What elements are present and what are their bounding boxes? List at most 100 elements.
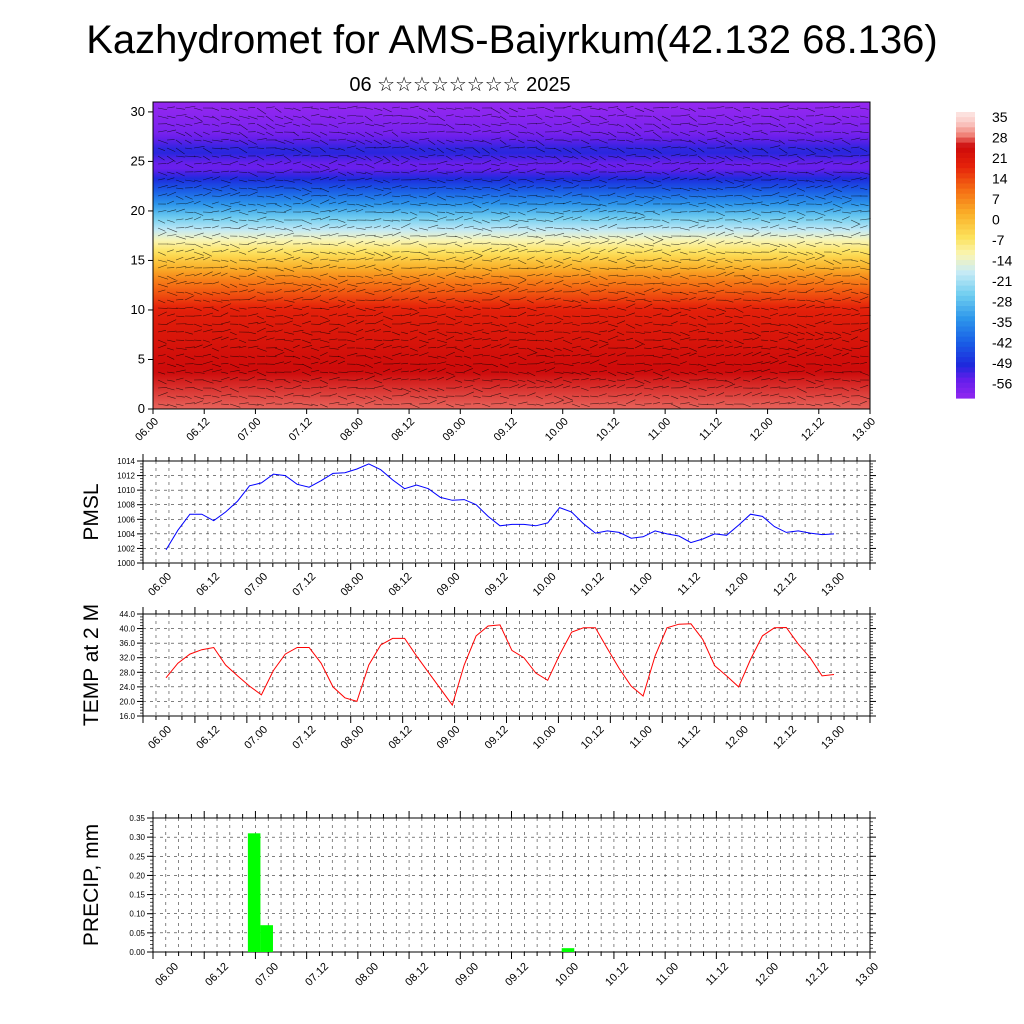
wind-barb [670, 194, 681, 197]
wind-barb [211, 155, 219, 158]
wind-barb [508, 371, 519, 376]
wind-barb [841, 266, 850, 269]
wind-barb [463, 315, 473, 319]
wind-barb [706, 371, 716, 374]
wind-barb [616, 178, 627, 181]
wind-barb [517, 231, 528, 237]
wind-barb [607, 176, 618, 181]
precip-bar [561, 948, 575, 952]
wind-barb [364, 107, 373, 110]
wind-barb [814, 368, 823, 373]
wind-barb [319, 379, 328, 384]
wind-barb [535, 235, 544, 240]
wind-barb [472, 139, 484, 143]
wind-barb [418, 299, 428, 305]
wind-barb [247, 219, 259, 222]
wind-barb [742, 227, 753, 230]
wind-barb [391, 352, 402, 357]
wind-barb [535, 177, 545, 181]
wind-barb [409, 347, 418, 352]
wind-barb [346, 331, 357, 336]
wind-barb [436, 368, 446, 373]
y-tick-label: 44.0 [119, 610, 135, 619]
wind-barb [805, 315, 814, 318]
wind-barb [580, 115, 591, 122]
wind-barb [499, 299, 510, 305]
wind-barb [787, 347, 799, 352]
wind-barb [400, 171, 410, 174]
wind-barb [697, 240, 705, 245]
wind-barb [535, 395, 543, 400]
wind-barb [589, 161, 597, 165]
wind-barb [274, 361, 285, 365]
pmsl-series-line [165, 463, 835, 551]
wind-barb [328, 355, 340, 357]
wind-barb [337, 179, 346, 182]
wind-barb [490, 155, 501, 162]
wind-barb [292, 329, 304, 333]
wind-barb [544, 265, 553, 269]
wind-barb [778, 123, 786, 128]
wind-barb [337, 115, 346, 119]
wind-barb [319, 115, 331, 119]
wind-barb [778, 163, 788, 167]
wind-barb [859, 315, 871, 317]
color-scale-swatch [956, 260, 975, 266]
wind-barb [580, 387, 589, 391]
wind-barb [598, 184, 606, 189]
wind-barb [481, 201, 489, 205]
wind-barb [733, 235, 743, 240]
wind-barb [571, 210, 582, 213]
wind-barb [562, 400, 574, 405]
wind-barb [220, 362, 229, 365]
wind-barb [436, 107, 446, 110]
wind-barb [499, 343, 510, 349]
wind-barb [436, 400, 446, 405]
wind-barb [841, 107, 851, 109]
wind-barb [643, 379, 651, 384]
wind-barb [337, 131, 349, 135]
wind-barb [184, 355, 195, 360]
wind-barb [724, 345, 733, 349]
wind-barb [706, 265, 715, 269]
wind-barb [400, 362, 409, 365]
wind-barb [310, 235, 322, 240]
wind-barb [508, 345, 518, 349]
wind-barb [724, 283, 733, 288]
wind-barb [544, 297, 555, 301]
wind-barb [409, 139, 419, 144]
wind-barb [751, 307, 760, 309]
wind-barb [715, 195, 727, 197]
wind-barb [706, 251, 716, 256]
wind-barb [364, 155, 372, 161]
y-tick-label: 25 [131, 153, 145, 168]
wind-barb [382, 330, 391, 333]
wind-barb [463, 250, 474, 253]
wind-barb [355, 155, 366, 161]
wind-barb [643, 347, 652, 349]
wind-barb [850, 185, 859, 189]
wind-barb [778, 199, 789, 205]
wind-barb [490, 378, 500, 381]
wind-barb [670, 311, 682, 317]
wind-barb [247, 339, 257, 341]
wind-barb [499, 243, 509, 246]
wind-barb [184, 163, 194, 169]
wind-barb [283, 195, 292, 200]
wind-barb [355, 257, 367, 261]
wind-barb [679, 177, 688, 181]
wind-barb [670, 395, 679, 400]
wind-barb [796, 123, 807, 129]
x-tick-label: 06.12 [203, 961, 231, 989]
wind-barb [598, 115, 607, 121]
wind-barb [292, 115, 302, 119]
wind-barb [337, 355, 345, 359]
wind-barb [805, 243, 816, 247]
wind-barb [373, 113, 383, 117]
wind-barb [427, 107, 435, 113]
wind-barb [409, 403, 420, 409]
x-tick-label: 10.12 [594, 416, 622, 444]
wind-barb [220, 283, 230, 289]
wind-barb [535, 171, 546, 176]
wind-barb [382, 267, 393, 272]
